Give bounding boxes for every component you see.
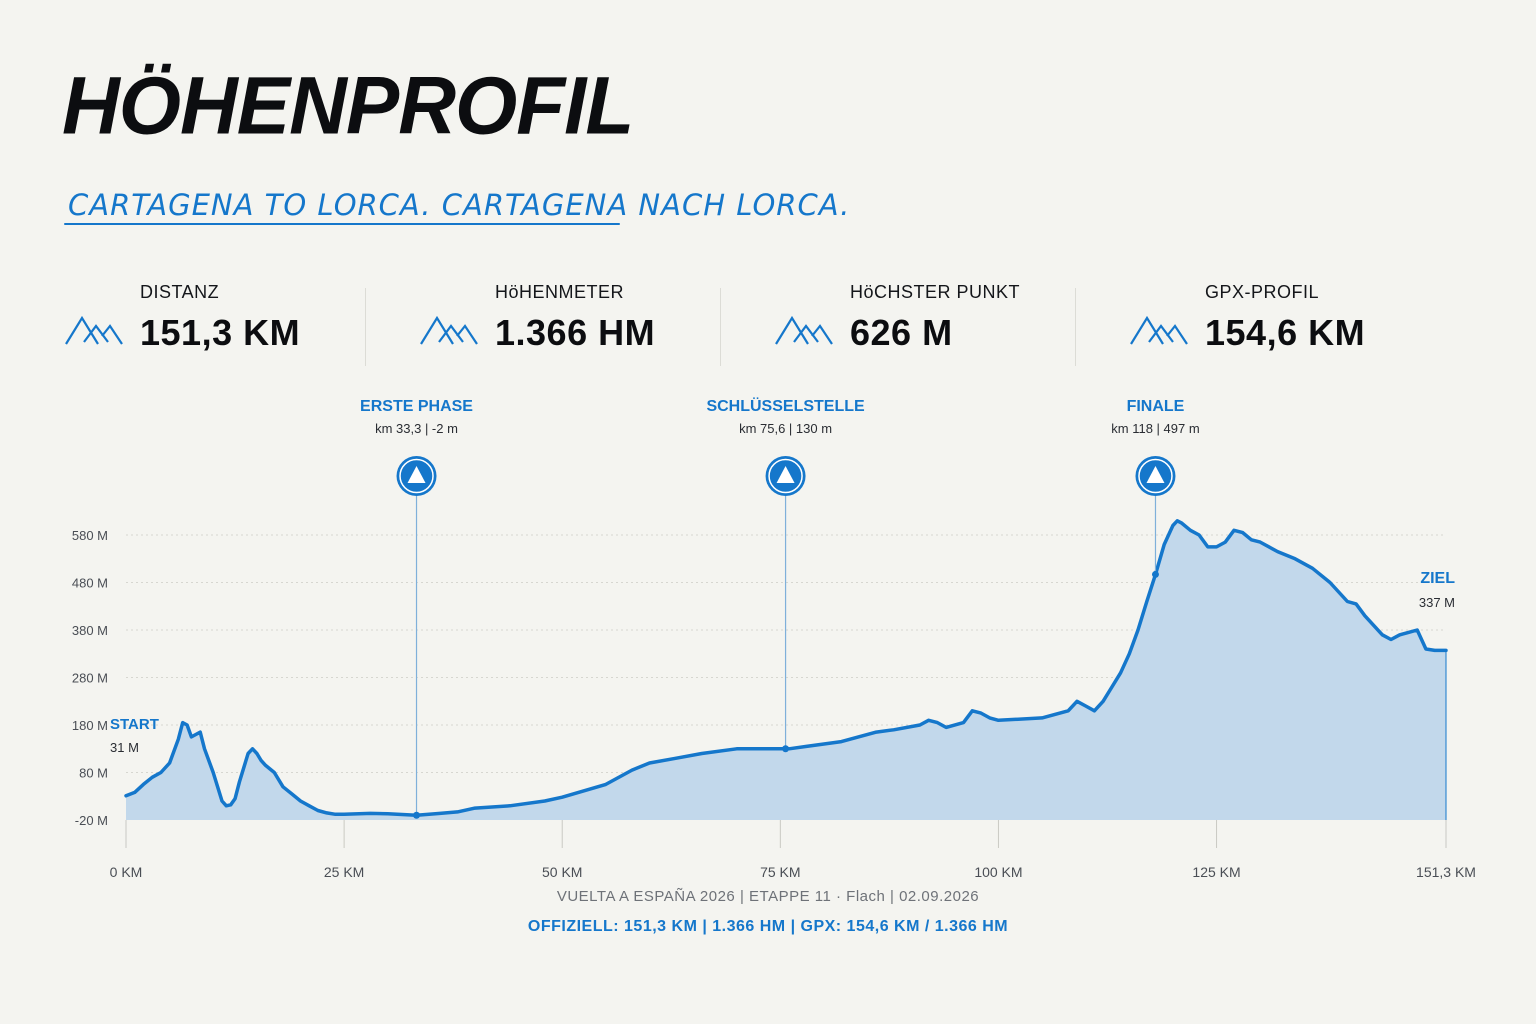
stat-value: 626 M bbox=[850, 312, 953, 353]
x-tick-label: 100 KM bbox=[974, 864, 1022, 880]
marker-detail: km 75,6 | 130 m bbox=[739, 421, 832, 436]
marker-title: SCHLÜSSELSTELLE bbox=[706, 396, 865, 415]
x-tick-label: 75 KM bbox=[760, 864, 800, 880]
stat-label: HöHENMETER bbox=[495, 282, 625, 302]
x-tick-label: 0 KM bbox=[110, 864, 143, 880]
marker-title: ERSTE PHASE bbox=[360, 398, 473, 415]
finish-value: 337 M bbox=[1419, 595, 1455, 610]
stat-label: DISTANZ bbox=[140, 282, 220, 302]
mountain-icon bbox=[775, 315, 833, 345]
stat-value: 151,3 KM bbox=[140, 312, 301, 353]
marker-title: FINALE bbox=[1127, 398, 1185, 415]
y-tick-label: 280 M bbox=[72, 671, 108, 686]
marker-badge-ring bbox=[1138, 458, 1173, 494]
marker-detail: km 118 | 497 m bbox=[1111, 421, 1199, 436]
stat-label: HöCHSTER PUNKT bbox=[850, 282, 1021, 302]
footer-race-info: VUELTA A ESPAÑA 2026 | ETAPPE 11 · Flach… bbox=[556, 888, 980, 905]
stat-divider bbox=[365, 288, 366, 366]
y-tick-label: 380 M bbox=[72, 623, 108, 638]
stat-label: GPX-PROFIL bbox=[1205, 282, 1320, 302]
elevation-line bbox=[124, 519, 1448, 818]
summit-icon bbox=[776, 466, 795, 483]
marker-badge-ring bbox=[399, 458, 434, 494]
x-tick-label: 125 KM bbox=[1192, 864, 1240, 880]
start-label: START bbox=[110, 716, 159, 733]
footer-official-stats: OFFIZIELL: 151,3 KM | 1.366 HM | GPX: 15… bbox=[527, 918, 1009, 935]
summit-icon bbox=[407, 466, 426, 483]
y-tick-label: 480 M bbox=[72, 576, 108, 591]
stat-highest-point: HöCHSTER PUNKT 626 M bbox=[774, 278, 1104, 368]
marker-point bbox=[782, 745, 790, 753]
summit-icon bbox=[1146, 466, 1165, 483]
y-tick-label: 80 M bbox=[79, 766, 108, 781]
marker-badge-ring bbox=[768, 458, 803, 494]
stat-value: 154,6 KM bbox=[1205, 312, 1366, 353]
stat-elevation-gain: HöHENMETER 1.366 HM bbox=[419, 278, 749, 368]
elevation-chart: -20 M 80 M 180 M 280 M 380 M 480 M 580 M 0 KM 25… bbox=[72, 396, 1476, 880]
stat-divider bbox=[1075, 288, 1076, 366]
start-value: 31 M bbox=[110, 740, 139, 755]
page-title: HÖHENPROFIL bbox=[62, 60, 634, 151]
marker-detail: km 33,3 | -2 m bbox=[375, 421, 458, 436]
mountain-icon bbox=[65, 315, 123, 345]
x-tick-label: 151,3 KM bbox=[1416, 864, 1476, 880]
subtitle: CARTAGENA TO LORCA. CARTAGENA NACH LORCA… bbox=[68, 188, 851, 222]
marker-point bbox=[413, 811, 421, 819]
y-tick-label: 580 M bbox=[72, 528, 108, 543]
subtitle-underline bbox=[64, 223, 620, 225]
x-tick-label: 25 KM bbox=[324, 864, 364, 880]
mountain-icon bbox=[1130, 315, 1188, 345]
y-tick-label: -20 M bbox=[75, 813, 108, 828]
mountain-icon bbox=[420, 315, 478, 345]
marker-point bbox=[1151, 570, 1159, 578]
x-tick-label: 50 KM bbox=[542, 864, 582, 880]
stat-divider bbox=[720, 288, 721, 366]
finish-label: ZIEL bbox=[1420, 570, 1455, 587]
stat-distance: DISTANZ 151,3 KM bbox=[64, 278, 394, 368]
stat-gpx-profile: GPX-PROFIL 154,6 KM bbox=[1129, 278, 1459, 368]
stat-value: 1.366 HM bbox=[495, 312, 656, 353]
y-tick-label: 180 M bbox=[72, 718, 108, 733]
elevation-area bbox=[126, 520, 1446, 820]
